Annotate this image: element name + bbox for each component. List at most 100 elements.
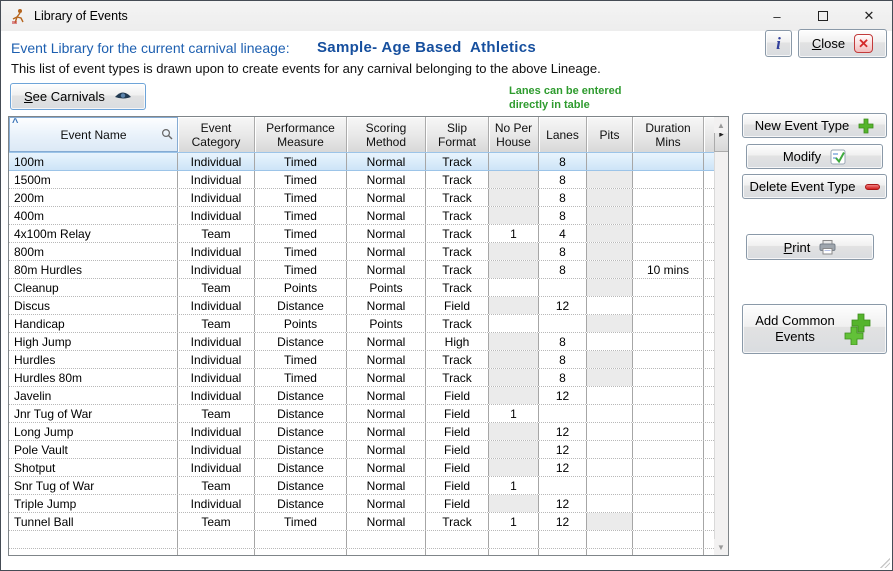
column-header-scoring-method[interactable]: Scoring Method: [347, 117, 426, 152]
cell-lanes[interactable]: [539, 315, 587, 332]
cell-lanes[interactable]: 8: [539, 243, 587, 260]
cell-performance-measure: Timed: [255, 369, 347, 386]
table-row[interactable]: Triple Jump Individual Distance Normal Field…: [9, 495, 716, 513]
cell-scoring-method: Normal: [347, 153, 426, 170]
new-event-type-button[interactable]: New Event Type: [742, 113, 887, 138]
cell-slip-format: Track: [426, 171, 489, 188]
cell-lanes[interactable]: 12: [539, 387, 587, 404]
cell-scoring-method: Normal: [347, 495, 426, 512]
table-row[interactable]: Handicap Team Points Points Track: [9, 315, 716, 333]
cell-lanes[interactable]: [539, 405, 587, 422]
cell-slip-format: Field: [426, 459, 489, 476]
cell-lanes[interactable]: 8: [539, 189, 587, 206]
table-row[interactable]: 80m Hurdles Individual Timed Normal Track 8 10…: [9, 261, 716, 279]
table-row[interactable]: Jnr Tug of War Team Distance Normal Field 1: [9, 405, 716, 423]
delete-event-type-button[interactable]: Delete Event Type: [742, 174, 887, 199]
table-row[interactable]: Pole Vault Individual Distance Normal Field 1…: [9, 441, 716, 459]
table-row[interactable]: 100m Individual Timed Normal Track 8: [9, 152, 716, 171]
column-header-pits[interactable]: Pits: [587, 117, 633, 152]
print-button[interactable]: Print: [746, 234, 874, 260]
cell-lanes[interactable]: 12: [539, 495, 587, 512]
scroll-up-icon[interactable]: ▲: [714, 117, 728, 133]
column-header-no-per-house[interactable]: No Per House: [489, 117, 539, 152]
cell-lanes[interactable]: 12: [539, 423, 587, 440]
table-row[interactable]: 800m Individual Timed Normal Track 8: [9, 243, 716, 261]
cell-event-category: Individual: [178, 441, 255, 458]
lineage-label: Event Library for the current carnival l…: [11, 40, 290, 56]
cell-lanes[interactable]: 8: [539, 369, 587, 386]
cell-event-category: Individual: [178, 369, 255, 386]
table-row[interactable]: 400m Individual Timed Normal Track 8: [9, 207, 716, 225]
table-row[interactable]: High Jump Individual Distance Normal High 8: [9, 333, 716, 351]
cell-scoring-method: Normal: [347, 333, 426, 350]
table-row[interactable]: Snr Tug of War Team Distance Normal Field 1: [9, 477, 716, 495]
cell-lanes[interactable]: 12: [539, 441, 587, 458]
cell-scoring-method: Normal: [347, 243, 426, 260]
cell-lanes[interactable]: 8: [539, 207, 587, 224]
lanes-note: Lanes can be entered directly in table: [509, 85, 622, 111]
cell-performance-measure: Distance: [255, 477, 347, 494]
add-common-events-button[interactable]: Add Common Events: [742, 304, 887, 354]
maximize-button[interactable]: [800, 1, 846, 31]
cell-event-name: Hurdles 80m: [9, 369, 178, 386]
cell-lanes[interactable]: [539, 477, 587, 494]
table-row[interactable]: Hurdles Individual Timed Normal Track 8: [9, 351, 716, 369]
cell-lanes[interactable]: 12: [539, 297, 587, 314]
modify-button[interactable]: Modify: [746, 144, 883, 169]
cell-scoring-method: Normal: [347, 261, 426, 278]
cell-slip-format: Field: [426, 387, 489, 404]
cell-slip-format: Track: [426, 279, 489, 296]
cell-no-per-house: 1: [489, 225, 539, 242]
cell-duration-mins: [633, 225, 704, 242]
cell-no-per-house: 1: [489, 513, 539, 530]
cell-scoring-method: Points: [347, 315, 426, 332]
cell-pits: [587, 243, 633, 260]
cell-lanes[interactable]: [539, 279, 587, 296]
cell-slip-format: Field: [426, 423, 489, 440]
cell-lanes[interactable]: 12: [539, 459, 587, 476]
cell-event-name: 4x100m Relay: [9, 225, 178, 242]
table-row[interactable]: Cleanup Team Points Points Track: [9, 279, 716, 297]
cell-lanes[interactable]: 8: [539, 351, 587, 368]
column-header-event-name[interactable]: ^ Event Name: [9, 117, 178, 152]
column-header-duration-mins[interactable]: Duration Mins: [633, 117, 704, 152]
table-row[interactable]: Discus Individual Distance Normal Field 12: [9, 297, 716, 315]
cell-lanes[interactable]: 4: [539, 225, 587, 242]
cell-no-per-house: [489, 261, 539, 278]
cell-lanes[interactable]: 8: [539, 261, 587, 278]
cell-lanes[interactable]: 8: [539, 153, 587, 170]
table-row[interactable]: Tunnel Ball Team Timed Normal Track 1 12: [9, 513, 716, 531]
table-row[interactable]: Javelin Individual Distance Normal Field 12: [9, 387, 716, 405]
column-header-performance-measure[interactable]: Performance Measure: [255, 117, 347, 152]
cell-duration-mins: [633, 171, 704, 188]
column-header-event-category[interactable]: Event Category: [178, 117, 255, 152]
search-icon[interactable]: [161, 128, 173, 140]
cell-slip-format: Field: [426, 477, 489, 494]
cell-scoring-method: Normal: [347, 405, 426, 422]
cell-lanes[interactable]: 12: [539, 513, 587, 530]
cell-performance-measure: Distance: [255, 495, 347, 512]
close-button[interactable]: Close ✕: [798, 29, 887, 58]
cell-pits: [587, 189, 633, 206]
cell-lanes[interactable]: 8: [539, 333, 587, 350]
info-button[interactable]: i: [765, 30, 792, 57]
table-row[interactable]: 200m Individual Timed Normal Track 8: [9, 189, 716, 207]
resize-grip[interactable]: [880, 558, 890, 568]
close-window-button[interactable]: ✕: [863, 8, 875, 23]
minimize-button[interactable]: –: [773, 8, 781, 24]
column-header-lanes[interactable]: Lanes: [539, 117, 587, 152]
cell-no-per-house: [489, 459, 539, 476]
table-row[interactable]: Long Jump Individual Distance Normal Field 12: [9, 423, 716, 441]
cell-lanes[interactable]: 8: [539, 171, 587, 188]
cell-pits: [587, 495, 633, 512]
scroll-down-icon[interactable]: ▼: [714, 539, 728, 555]
see-carnivals-button[interactable]: See Carnivals: [10, 83, 146, 110]
table-row[interactable]: 4x100m Relay Team Timed Normal Track 1 4: [9, 225, 716, 243]
table-row[interactable]: Hurdles 80m Individual Timed Normal Track 8: [9, 369, 716, 387]
cell-event-category: Individual: [178, 423, 255, 440]
table-row[interactable]: 1500m Individual Timed Normal Track 8: [9, 171, 716, 189]
table-row[interactable]: Shotput Individual Distance Normal Field 12: [9, 459, 716, 477]
scrollbar-track[interactable]: [714, 152, 728, 555]
vertical-scrollbar[interactable]: ▸ ▲ ▼: [714, 117, 728, 555]
column-header-slip-format[interactable]: Slip Format: [426, 117, 489, 152]
